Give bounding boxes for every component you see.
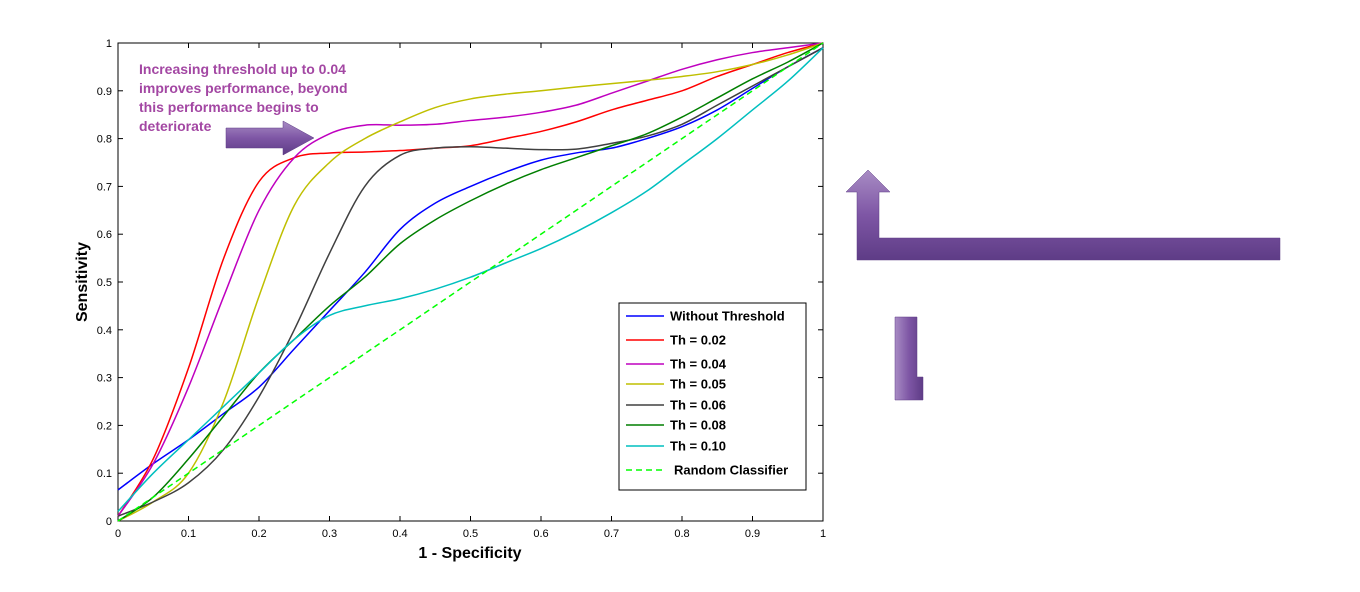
y-tick-label: 0.8 bbox=[97, 134, 112, 146]
bar-fragment-decoration bbox=[894, 316, 924, 401]
legend-label-1: Th = 0.02 bbox=[670, 333, 726, 348]
series-line-4 bbox=[117, 47, 824, 517]
annotation-arrow bbox=[225, 120, 315, 156]
legend-label-2: Th = 0.04 bbox=[670, 357, 727, 372]
y-tick-label: 0 bbox=[106, 516, 112, 528]
y-tick-label: 0.6 bbox=[97, 229, 112, 241]
legend-label-4: Th = 0.06 bbox=[670, 398, 726, 413]
y-tick-label: 1 bbox=[106, 38, 112, 50]
x-tick-label: 0.3 bbox=[322, 528, 337, 540]
y-tick-label: 0.7 bbox=[97, 181, 112, 193]
y-tick-label: 0.4 bbox=[97, 325, 112, 337]
legend-label-0: Without Threshold bbox=[670, 309, 785, 324]
annotation-line-3: this performance begins to bbox=[139, 99, 319, 115]
y-axis-title: Sensitivity bbox=[74, 242, 91, 322]
y-tick-label: 0.5 bbox=[97, 277, 112, 289]
y-tick-label: 0.3 bbox=[97, 373, 112, 385]
series-line-5 bbox=[117, 42, 824, 522]
axis-ticks: 0 0.1 0.2 0.3 0.4 0.5 0.6 0.7 0.8 0.9 1 0 0.1 0.2 0.3 0… bbox=[97, 38, 826, 540]
x-axis-title: 1 - Specificity bbox=[418, 545, 521, 562]
y-tick-label: 0.1 bbox=[97, 468, 112, 480]
legend-label-7: Random Classifier bbox=[674, 463, 788, 478]
x-tick-label: 1 bbox=[820, 528, 826, 540]
y-tick-label: 0.9 bbox=[97, 86, 112, 98]
legend-label-6: Th = 0.10 bbox=[670, 439, 726, 454]
x-tick-label: 0.5 bbox=[463, 528, 478, 540]
x-tick-label: 0.2 bbox=[251, 528, 266, 540]
annotation-line-1: Increasing threshold up to 0.04 bbox=[139, 61, 346, 77]
series-line-7 bbox=[117, 42, 824, 522]
y-tick-label: 0.2 bbox=[97, 420, 112, 432]
series-line-6 bbox=[117, 47, 824, 512]
legend-label-3: Th = 0.05 bbox=[670, 377, 726, 392]
legend-label-5: Th = 0.08 bbox=[670, 418, 726, 433]
x-tick-label: 0 bbox=[115, 528, 121, 540]
annotation-line-2: improves performance, beyond bbox=[139, 80, 348, 96]
annotation: Increasing threshold up to 0.04 improves… bbox=[139, 61, 348, 134]
series-lines bbox=[117, 42, 824, 522]
x-tick-label: 0.4 bbox=[392, 528, 407, 540]
x-tick-label: 0.6 bbox=[533, 528, 548, 540]
series-line-2 bbox=[117, 42, 824, 517]
legend: Without Threshold Th = 0.02 Th = 0.04 Th = … bbox=[618, 302, 807, 491]
legend-box bbox=[618, 302, 807, 491]
x-tick-label: 0.8 bbox=[674, 528, 689, 540]
x-tick-label: 0.7 bbox=[604, 528, 619, 540]
x-tick-label: 0.1 bbox=[181, 528, 196, 540]
x-tick-label: 0.9 bbox=[745, 528, 760, 540]
bent-arrow-decoration bbox=[845, 169, 1281, 261]
series-line-0 bbox=[117, 47, 824, 491]
series-line-3 bbox=[117, 42, 824, 522]
annotation-line-4: deteriorate bbox=[139, 118, 212, 134]
